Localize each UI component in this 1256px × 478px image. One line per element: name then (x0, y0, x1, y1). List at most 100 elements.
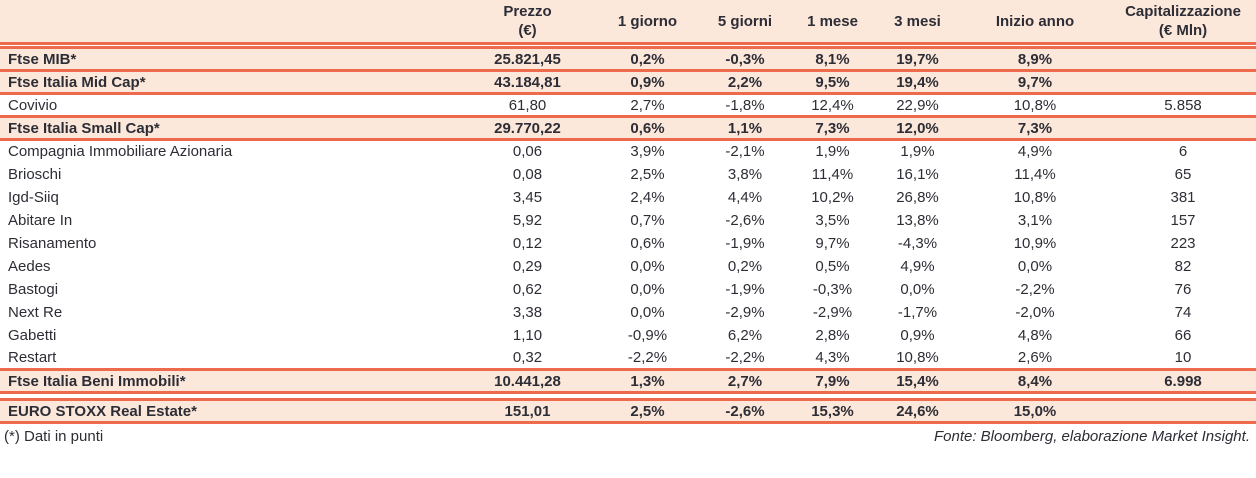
table-row: Bastogi 0,62 0,0% -1,9% -0,3% 0,0% -2,2% 76 (0, 278, 1256, 301)
row-name: Risanamento (8, 234, 97, 252)
cell-inizio-anno: 3,1% (1017, 211, 1053, 229)
cell-1-giorno: 0,0% (630, 257, 665, 275)
cell-inizio-anno: 2,6% (1017, 348, 1053, 366)
table-footer: (*) Dati in punti Fonte: Bloomberg, elab… (0, 424, 1256, 445)
cell-prezzo: 5,92 (512, 211, 543, 229)
col-header-inizio-anno: Inizio anno (960, 0, 1110, 45)
cell-inizio-anno: 10,8% (1013, 188, 1057, 206)
row-name: Restart (8, 348, 57, 366)
row-name: Aedes (8, 257, 51, 275)
table-row: Next Re 3,38 0,0% -2,9% -2,9% -1,7% -2,0% 74 (0, 301, 1256, 324)
table-row: Covivio 61,80 2,7% -1,8% 12,4% 22,9% 10,8% 5.85… (0, 94, 1256, 117)
cell-5-giorni: 0,2% (727, 257, 763, 275)
col-header-capitalizzazione-line2: (€ Mln) (1158, 22, 1208, 39)
cell-5-giorni: 3,8% (727, 165, 763, 183)
row-name: Abitare In (8, 211, 73, 229)
table-row: Abitare In 5,92 0,7% -2,6% 3,5% 13,8% 3,1% 157 (0, 209, 1256, 232)
cell-inizio-anno: 8,4% (960, 368, 1110, 394)
table-row: EURO STOXX Real Estate* 151,01 2,5% -2,6% 15… (0, 398, 1256, 424)
cell-5-giorni: -2,6% (700, 398, 790, 424)
cell-prezzo: 0,12 (512, 234, 543, 252)
row-name: Covivio (8, 96, 58, 114)
cell-prezzo: 0,06 (512, 143, 543, 161)
table-row: Aedes 0,29 0,0% 0,2% 0,5% 4,9% 0,0% 82 (0, 255, 1256, 278)
cell-inizio-anno: 7,3% (960, 115, 1110, 141)
cell-prezzo: 0,08 (512, 165, 543, 183)
cell-prezzo: 29.770,22 (460, 115, 595, 141)
cell-inizio-anno: -2,2% (1015, 280, 1055, 298)
cell-capitalizzazione: 10 (1174, 348, 1192, 366)
cell-5-giorni: -1,9% (725, 234, 765, 252)
cell-5-giorni: -1,8% (725, 96, 765, 114)
cell-3-mesi: 12,0% (875, 115, 960, 141)
cell-3-mesi: 26,8% (896, 188, 939, 206)
cell-3-mesi: 19,7% (875, 46, 960, 72)
cell-1-mese: -0,3% (812, 280, 853, 298)
cell-1-mese: 7,3% (790, 115, 875, 141)
cell-1-mese: 7,9% (790, 368, 875, 394)
cell-1-giorno: 2,7% (630, 96, 665, 114)
cell-5-giorni: -2,2% (725, 348, 765, 366)
cell-3-mesi: 0,9% (900, 326, 935, 344)
footnote-dati-in-punti: (*) Dati in punti (4, 428, 104, 445)
cell-1-giorno: 0,0% (630, 280, 665, 298)
cell-5-giorni: 2,7% (700, 368, 790, 394)
table-row: Brioschi 0,08 2,5% 3,8% 11,4% 16,1% 11,4% 65 (0, 163, 1256, 186)
cell-3-mesi: 19,4% (875, 69, 960, 95)
cell-1-giorno: 1,3% (595, 368, 700, 394)
cell-inizio-anno: 15,0% (960, 398, 1110, 424)
cell-3-mesi: 4,9% (900, 257, 935, 275)
col-header-capitalizzazione-line1: Capitalizzazione (1125, 3, 1241, 20)
cell-capitalizzazione: 5.858 (1164, 96, 1202, 114)
cell-prezzo: 43.184,81 (460, 69, 595, 95)
cell-1-giorno: -2,2% (627, 348, 668, 366)
table-body: Ftse MIB* 25.821,45 0,2% -0,3% 8,1% 19,7% 8,9%… (0, 46, 1256, 424)
table-row: Gabetti 1,10 -0,9% 6,2% 2,8% 0,9% 4,8% 66 (0, 324, 1256, 347)
row-name: Compagnia Immobiliare Azionaria (8, 143, 233, 161)
table-row: Ftse Italia Beni Immobili* 10.441,28 1,3% 2… (0, 368, 1256, 394)
cell-prezzo: 1,10 (512, 326, 543, 344)
row-name: Ftse Italia Mid Cap* (0, 69, 460, 95)
cell-prezzo: 151,01 (460, 398, 595, 424)
cell-3-mesi: 24,6% (875, 398, 960, 424)
source-attribution: Fonte: Bloomberg, elaborazione Market In… (933, 428, 1250, 445)
cell-5-giorni: -2,1% (725, 143, 765, 161)
cell-1-giorno: 2,4% (630, 188, 665, 206)
cell-3-mesi: -4,3% (897, 234, 938, 252)
cell-prezzo: 0,62 (512, 280, 543, 298)
cell-capitalizzazione: 82 (1174, 257, 1192, 275)
cell-1-mese: 0,5% (815, 257, 850, 275)
table-header: Prezzo (€) 1 giorno 5 giorni 1 mese 3 me… (0, 0, 1256, 49)
cell-3-mesi: 16,1% (896, 165, 939, 183)
col-header-prezzo-line1: Prezzo (503, 3, 552, 20)
cell-capitalizzazione: 76 (1174, 280, 1192, 298)
row-name: Ftse MIB* (0, 46, 460, 72)
table-row: Restart 0,32 -2,2% -2,2% 4,3% 10,8% 2,6% 10 (0, 347, 1256, 370)
cell-capitalizzazione: 157 (1170, 211, 1196, 229)
table-row: Ftse Italia Small Cap* 29.770,22 0,6% 1,1% 7… (0, 115, 1256, 141)
cell-1-giorno: 0,6% (630, 234, 665, 252)
cell-1-mese: 12,4% (811, 96, 854, 114)
cell-capitalizzazione: 74 (1174, 303, 1192, 321)
cell-capitalizzazione: 6.998 (1110, 368, 1256, 394)
cell-capitalizzazione: 65 (1174, 165, 1192, 183)
cell-prezzo: 61,80 (508, 96, 547, 114)
col-header-capitalizzazione: Capitalizzazione (€ Mln) (1110, 0, 1256, 45)
cell-1-giorno: 2,5% (595, 398, 700, 424)
cell-3-mesi: 10,8% (896, 348, 939, 366)
col-header-prezzo-line2: (€) (518, 22, 537, 39)
cell-1-giorno: -0,9% (627, 326, 668, 344)
cell-5-giorni: 6,2% (727, 326, 763, 344)
cell-5-giorni: -1,9% (725, 280, 765, 298)
row-name: Next Re (8, 303, 63, 321)
header-row: Prezzo (€) 1 giorno 5 giorni 1 mese 3 me… (0, 0, 1256, 45)
cell-1-giorno: 3,9% (630, 143, 665, 161)
table-row: Compagnia Immobiliare Azionaria 0,06 3,9% -… (0, 140, 1256, 163)
cell-inizio-anno: 11,4% (1014, 165, 1056, 183)
cell-5-giorni: -0,3% (700, 46, 790, 72)
cell-inizio-anno: 10,8% (1013, 96, 1057, 114)
cell-1-giorno: 0,2% (595, 46, 700, 72)
col-header-prezzo: Prezzo (€) (460, 0, 595, 45)
header-gap-divider (0, 43, 1256, 49)
